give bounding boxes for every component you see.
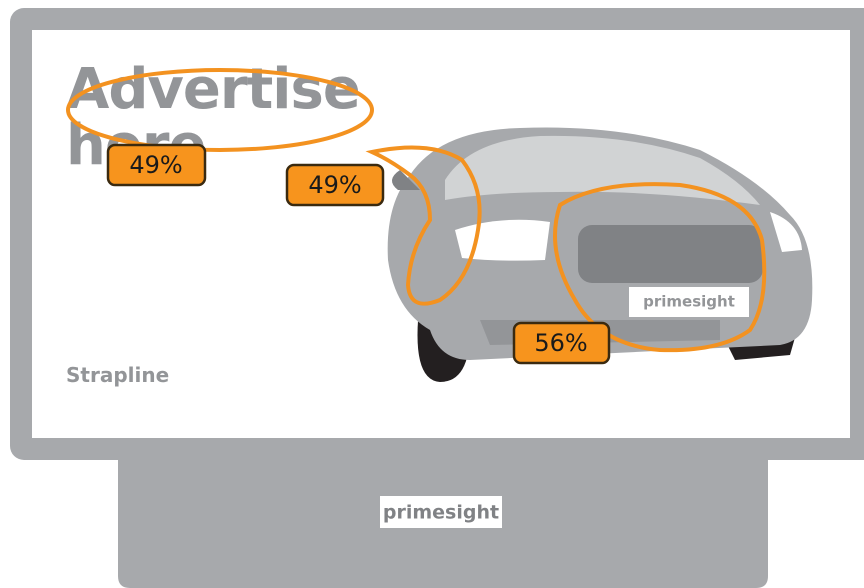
annotation-label: 49% [129,151,182,179]
strapline: Strapline [66,363,169,387]
annotation: 56% [514,323,609,363]
annotation-label: 49% [308,171,361,199]
annotation: 49% [287,165,383,205]
annotation: 49% [108,145,205,185]
billboard-illustration: primesight Advertise here Strapline prim… [0,0,864,588]
car-plate: primesight [643,293,735,311]
annotation-label: 56% [534,329,587,357]
base-logo: primesight [383,502,499,524]
